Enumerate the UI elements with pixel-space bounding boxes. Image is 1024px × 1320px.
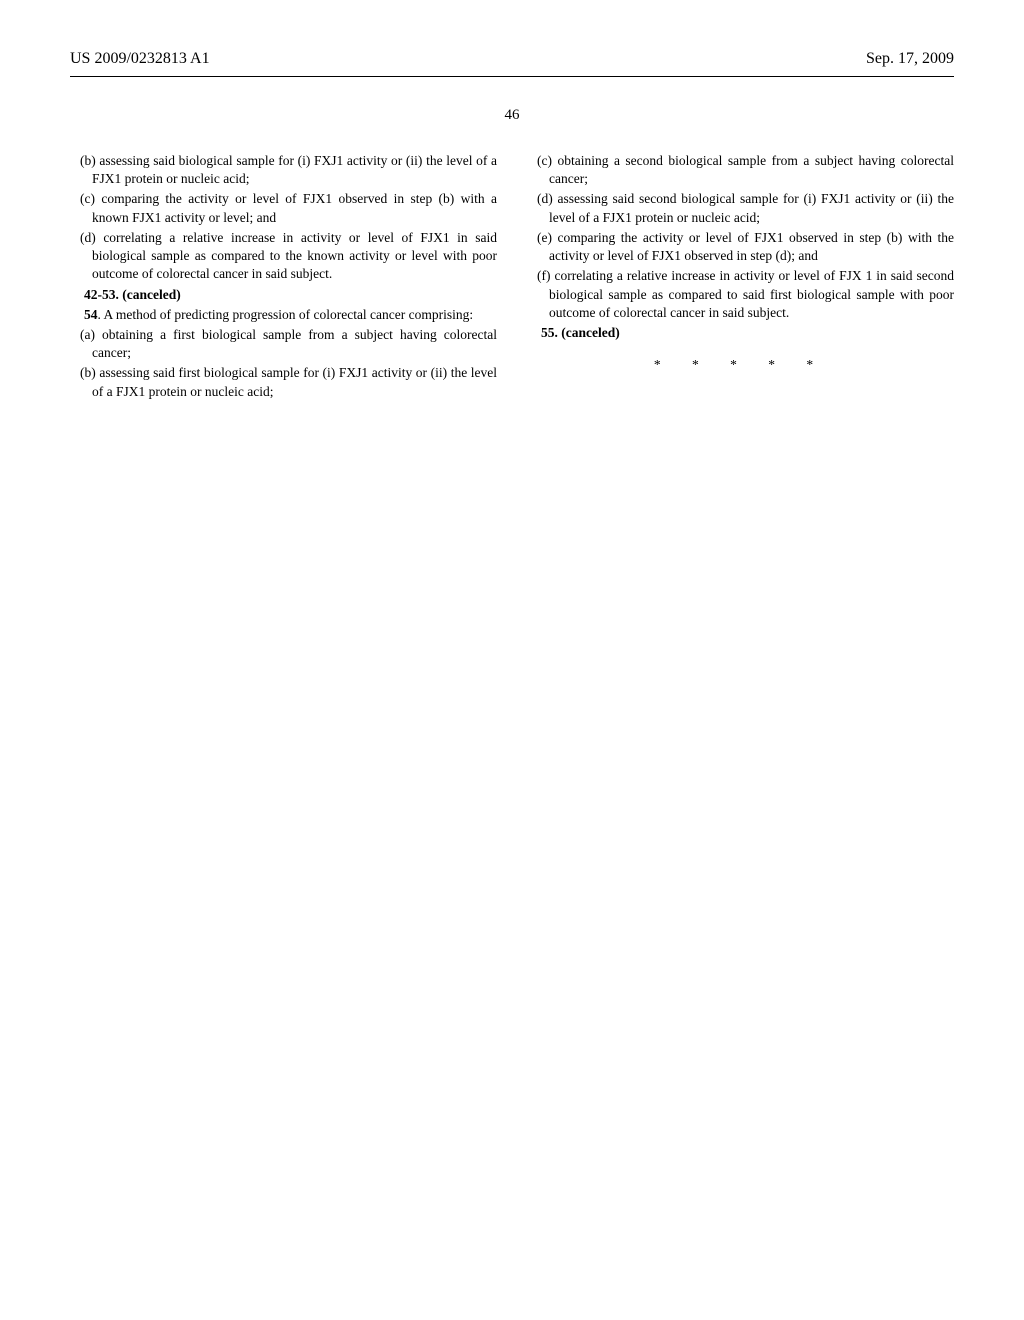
right-column: (c) obtaining a second biological sample… [527,152,954,403]
claim-text: . A method of predicting progression of … [98,307,474,322]
claim-54: 54. A method of predicting progression o… [70,306,497,324]
page-number: 46 [70,107,954,124]
claim-step: (c) obtaining a second biological sample… [527,152,954,188]
claim-step: (f) correlating a relative increase in a… [527,267,954,322]
canceled-claims: 42-53. (canceled) [70,286,497,304]
claim-step: (a) obtaining a first biological sample … [70,326,497,362]
claim-step: (b) assessing said biological sample for… [70,152,497,188]
canceled-claims: 55. (canceled) [527,324,954,342]
canceled-text: 55. (canceled) [541,325,620,340]
body-columns: (b) assessing said biological sample for… [70,152,954,403]
claim-step: (d) assessing said second biological sam… [527,190,954,226]
header-rule [70,76,954,77]
left-column: (b) assessing said biological sample for… [70,152,497,403]
claim-step: (d) correlating a relative increase in a… [70,229,497,284]
claim-step: (e) comparing the activity or level of F… [527,229,954,265]
claim-step: (c) comparing the activity or level of F… [70,190,497,226]
claim-number: 54 [84,307,98,322]
publication-date: Sep. 17, 2009 [866,50,954,68]
header: US 2009/0232813 A1 Sep. 17, 2009 [70,50,954,68]
publication-number: US 2009/0232813 A1 [70,50,210,68]
end-asterisks: * * * * * [527,356,954,374]
canceled-text: 42-53. (canceled) [84,287,181,302]
claim-step: (b) assessing said first biological samp… [70,364,497,400]
